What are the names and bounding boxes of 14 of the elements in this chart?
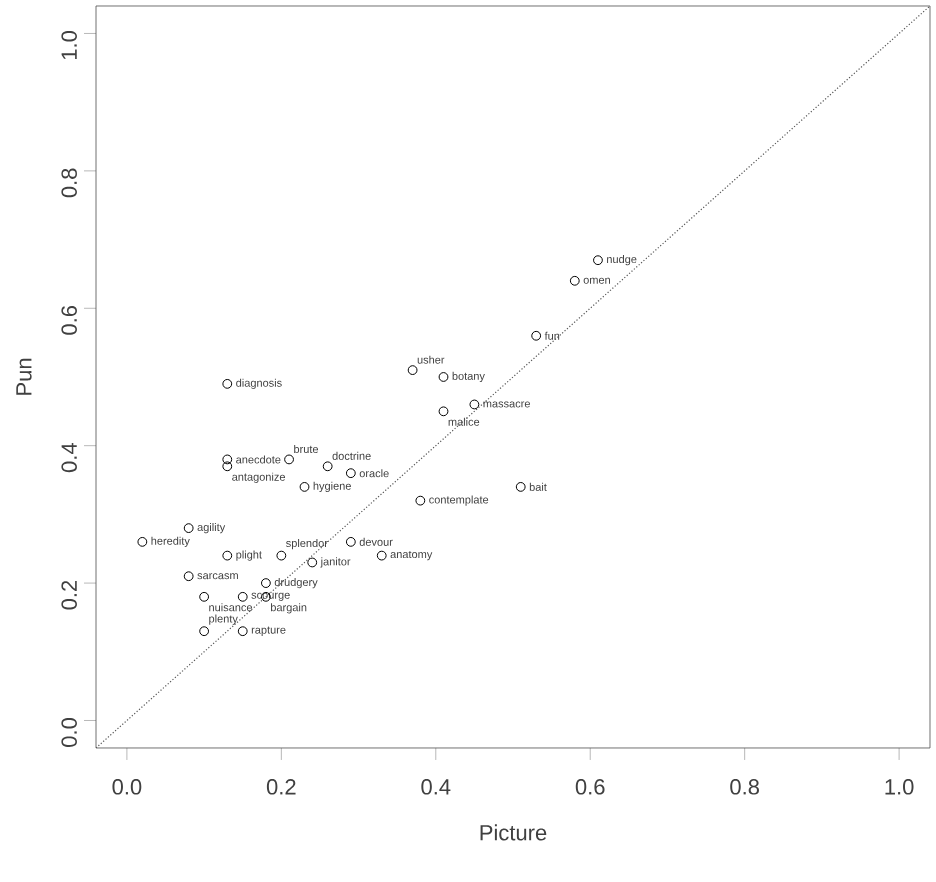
y-tick-label: 1.0 bbox=[61, 31, 77, 60]
x-tick-label: 0.8 bbox=[730, 779, 759, 795]
y-tick-label: 0.6 bbox=[61, 305, 77, 335]
y-axis-title: Pun bbox=[16, 358, 32, 395]
y-tick-label: 0.2 bbox=[61, 580, 77, 610]
y-tick-label: 0.4 bbox=[61, 443, 77, 473]
x-tick-label: 0.0 bbox=[112, 779, 142, 795]
y-tick-label: 0.0 bbox=[61, 718, 77, 747]
y-tick-label: 0.8 bbox=[61, 168, 77, 198]
x-tick-label: 0.4 bbox=[421, 779, 451, 795]
x-tick-label: 1.0 bbox=[885, 779, 914, 795]
x-axis-title: Picture bbox=[480, 824, 547, 841]
x-tick-label: 0.2 bbox=[266, 779, 296, 795]
x-tick-label: 0.6 bbox=[575, 779, 605, 795]
